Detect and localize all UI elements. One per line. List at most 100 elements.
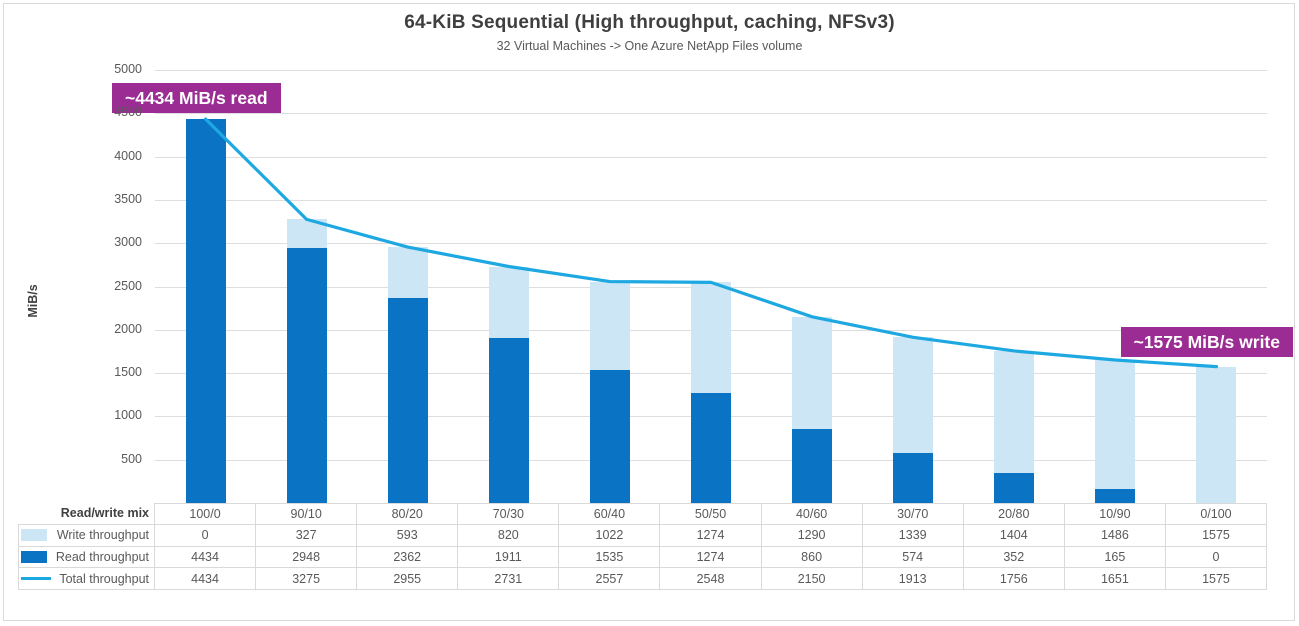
value-cell: 1339 bbox=[862, 524, 964, 547]
y-tick-label: 3000 bbox=[114, 235, 142, 250]
y-tick-label: 2500 bbox=[114, 278, 142, 293]
gridline bbox=[155, 113, 1267, 115]
category-cell: 90/10 bbox=[256, 503, 358, 525]
category-cell: 80/20 bbox=[357, 503, 459, 525]
series-name: Read throughput bbox=[55, 549, 149, 564]
value-cell: 1911 bbox=[458, 546, 560, 569]
write-bar bbox=[893, 337, 934, 454]
value-cell: 860 bbox=[761, 546, 863, 569]
category-cell: 100/0 bbox=[155, 503, 257, 525]
write-bar bbox=[994, 350, 1035, 473]
table-header-row: Read/write mix 100/0 90/10 80/20 70/30 60/40 5… bbox=[18, 503, 1268, 525]
write-bar bbox=[1095, 360, 1136, 489]
y-tick-label: 3500 bbox=[114, 191, 142, 206]
plot-area bbox=[155, 70, 1267, 503]
value-cell: 1274 bbox=[660, 546, 762, 569]
value-cell: 4434 bbox=[155, 546, 257, 569]
value-cell: 327 bbox=[256, 524, 358, 547]
value-cell: 1575 bbox=[1165, 524, 1268, 547]
write-bar bbox=[1196, 366, 1237, 503]
value-cell: 2948 bbox=[256, 546, 358, 569]
value-cell: 4434 bbox=[155, 568, 257, 590]
row-label: Read throughput bbox=[18, 546, 155, 569]
value-cell: 1913 bbox=[862, 568, 964, 590]
value-cell: 1651 bbox=[1064, 568, 1166, 590]
value-cell: 0 bbox=[155, 524, 257, 547]
read-bar bbox=[589, 370, 630, 503]
gridline bbox=[155, 199, 1267, 201]
series-name: Write throughput bbox=[56, 528, 149, 543]
value-cell: 1535 bbox=[559, 546, 661, 569]
read-bar bbox=[994, 472, 1035, 503]
gridline bbox=[155, 243, 1267, 245]
read-bar bbox=[893, 453, 934, 503]
category-cell: 40/60 bbox=[761, 503, 863, 525]
value-cell: 3275 bbox=[256, 568, 358, 590]
write-throughput-callout: ~1575 MiB/s write bbox=[1120, 327, 1293, 357]
category-cell: 10/90 bbox=[1064, 503, 1166, 525]
value-cell: 820 bbox=[458, 524, 560, 547]
read-bar bbox=[691, 392, 731, 503]
chart-title: 64-KiB Sequential (High throughput, cach… bbox=[404, 12, 895, 33]
value-cell: 165 bbox=[1064, 546, 1166, 569]
row-label: Write throughput bbox=[18, 524, 155, 547]
value-cell: 2557 bbox=[559, 568, 661, 590]
table-row: Read throughput 4434 2948 2362 1911 1535 1274 8… bbox=[18, 546, 1268, 569]
read-throughput-callout: ~4434 MiB/s read bbox=[112, 83, 281, 113]
value-cell: 1404 bbox=[963, 524, 1065, 547]
value-cell: 1486 bbox=[1064, 524, 1166, 547]
row-label: Total throughput bbox=[18, 568, 155, 590]
gridline bbox=[155, 156, 1267, 158]
category-cell: 30/70 bbox=[862, 503, 964, 525]
y-tick-label: 2000 bbox=[114, 321, 142, 336]
y-tick-label: 5000 bbox=[114, 62, 142, 76]
table-corner-label: Read/write mix bbox=[18, 503, 155, 525]
read-bar bbox=[185, 119, 226, 503]
value-cell: 2150 bbox=[761, 568, 863, 590]
legend-key-write-swatch-icon bbox=[21, 529, 47, 542]
value-cell: 1274 bbox=[660, 524, 762, 547]
category-cell: 20/80 bbox=[963, 503, 1065, 525]
series-name: Total throughput bbox=[59, 571, 149, 586]
y-tick-label: 1500 bbox=[114, 365, 142, 380]
value-cell: 593 bbox=[357, 524, 459, 547]
write-bar bbox=[488, 266, 529, 338]
gridline bbox=[155, 70, 1267, 71]
total-throughput-line bbox=[203, 117, 1219, 369]
category-cell: 60/40 bbox=[559, 503, 661, 525]
legend-key-read-swatch-icon bbox=[21, 550, 47, 563]
category-cell: 50/50 bbox=[660, 503, 762, 525]
category-cell: 0/100 bbox=[1165, 503, 1268, 525]
value-cell: 2362 bbox=[357, 546, 459, 569]
y-tick-label: 500 bbox=[121, 451, 142, 466]
read-bar bbox=[286, 247, 327, 503]
category-cell: 70/30 bbox=[458, 503, 560, 525]
value-cell: 0 bbox=[1165, 546, 1268, 569]
read-bar bbox=[1095, 488, 1136, 503]
read-bar bbox=[792, 428, 833, 503]
chart-subtitle: 32 Virtual Machines -> One Azure NetApp … bbox=[496, 39, 803, 53]
data-table: Read/write mix 100/0 90/10 80/20 70/30 60/40 5… bbox=[18, 503, 1268, 590]
value-cell: 1290 bbox=[761, 524, 863, 547]
value-cell: 1756 bbox=[963, 568, 1065, 590]
table-row: Write throughput 0 327 593 820 1022 1274 1290 13… bbox=[18, 524, 1268, 547]
value-cell: 2548 bbox=[660, 568, 762, 590]
y-axis-title: MiB/s bbox=[26, 284, 40, 318]
write-bar bbox=[792, 316, 833, 429]
y-tick-label: 1000 bbox=[114, 408, 142, 423]
value-cell: 352 bbox=[963, 546, 1065, 569]
y-tick-label: 4000 bbox=[114, 148, 142, 163]
read-bar bbox=[488, 337, 529, 503]
read-bar bbox=[387, 298, 428, 503]
legend-key-total-line-icon bbox=[21, 577, 51, 581]
value-cell: 1022 bbox=[559, 524, 661, 547]
write-bar bbox=[589, 281, 630, 371]
value-cell: 2731 bbox=[458, 568, 560, 590]
y-tick-label: 4500 bbox=[114, 105, 142, 120]
value-cell: 574 bbox=[862, 546, 964, 569]
value-cell: 1575 bbox=[1165, 568, 1268, 590]
write-bar bbox=[387, 247, 428, 299]
table-row: Total throughput 4434 3275 2955 2731 2557 2548… bbox=[18, 568, 1268, 590]
write-bar bbox=[691, 282, 731, 393]
